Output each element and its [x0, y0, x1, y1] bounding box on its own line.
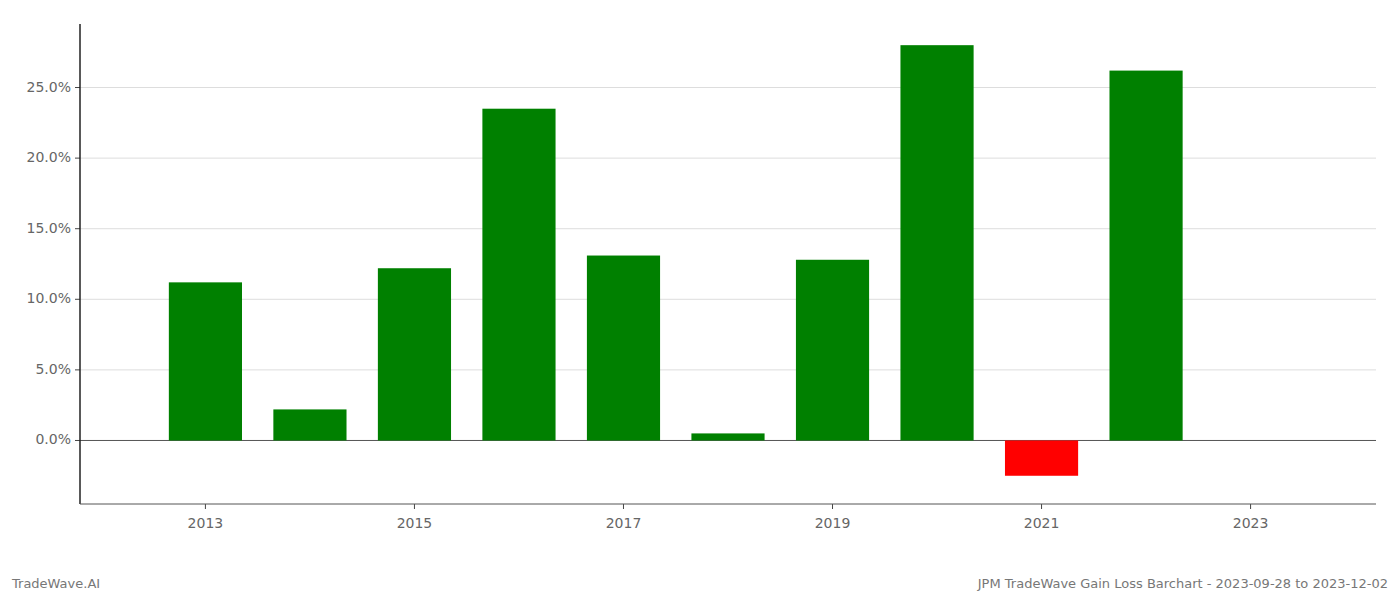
x-tick-label: 2015	[397, 515, 433, 531]
footer-left: TradeWave.AI	[11, 576, 100, 591]
x-tick-label: 2021	[1024, 515, 1060, 531]
y-axis-line	[79, 24, 81, 504]
y-tick-label: 15.0%	[27, 220, 71, 236]
x-tick-label: 2023	[1233, 515, 1269, 531]
bar	[691, 433, 764, 440]
y-tick-label: 10.0%	[27, 290, 71, 306]
bar	[796, 260, 869, 441]
bar	[378, 268, 451, 440]
bar	[587, 256, 660, 441]
x-tick-label: 2017	[606, 515, 642, 531]
bar	[900, 45, 973, 440]
bar	[1109, 71, 1182, 441]
x-tick	[414, 504, 415, 509]
bar	[482, 109, 555, 441]
x-tick	[205, 504, 206, 509]
x-tick	[623, 504, 624, 509]
y-tick-label: 25.0%	[27, 79, 71, 95]
x-tick	[832, 504, 833, 509]
chart-svg: 0.0% 5.0% 10.0% 15.0% 20.0% 25.0% 2013 2015 2017…	[0, 0, 1400, 600]
x-tick	[1041, 504, 1042, 509]
bar	[273, 409, 346, 440]
axes: 0.0% 5.0% 10.0% 15.0% 20.0% 25.0% 2013 2015 2017…	[27, 24, 1376, 531]
y-tick-label: 5.0%	[35, 361, 71, 377]
bars	[169, 45, 1183, 476]
y-tick-label: 0.0%	[35, 431, 71, 447]
chart-container: 0.0% 5.0% 10.0% 15.0% 20.0% 25.0% 2013 2015 2017…	[0, 0, 1400, 600]
x-axis-line	[80, 504, 1376, 505]
bar	[169, 282, 242, 440]
bar	[1005, 440, 1078, 475]
x-tick-label: 2019	[815, 515, 851, 531]
y-tick-label: 20.0%	[27, 149, 71, 165]
x-tick	[1250, 504, 1251, 509]
footer-right: JPM TradeWave Gain Loss Barchart - 2023-…	[977, 576, 1388, 591]
x-tick-label: 2013	[188, 515, 224, 531]
